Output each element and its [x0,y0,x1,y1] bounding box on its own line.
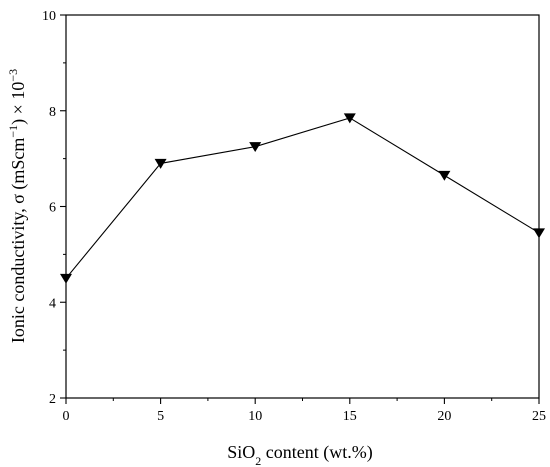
x-tick-label: 20 [437,409,451,424]
series-line [65,117,540,279]
x-axis-title: SiO2 content (wt.%) [227,442,372,467]
x-tick-label: 0 [63,409,70,424]
x-tick-label: 25 [532,409,546,424]
series-group [60,113,545,284]
x-tick-label: 10 [248,409,262,424]
x-tick-label: 15 [343,409,357,424]
data-point-marker [60,273,72,284]
data-point-marker [438,170,451,181]
y-tick-label: 6 [49,201,56,216]
y-tick-label: 2 [49,392,56,407]
data-point-marker [154,158,167,169]
y-tick-label: 10 [42,9,56,24]
plot-frame [65,14,540,399]
y-axis-title: Ionic conductivity, σ (mScm−1) × 10−3 [6,69,29,343]
axes-group [65,14,540,399]
ticks-group: 0 5 10 15 20 25 2 4 6 8 10 [42,9,546,424]
data-point-marker [249,142,262,153]
x-tick-label: 5 [157,409,164,424]
y-tick-label: 8 [49,105,56,120]
data-point-marker [533,228,545,239]
y-tick-label: 4 [49,296,56,311]
data-point-marker [343,113,356,124]
